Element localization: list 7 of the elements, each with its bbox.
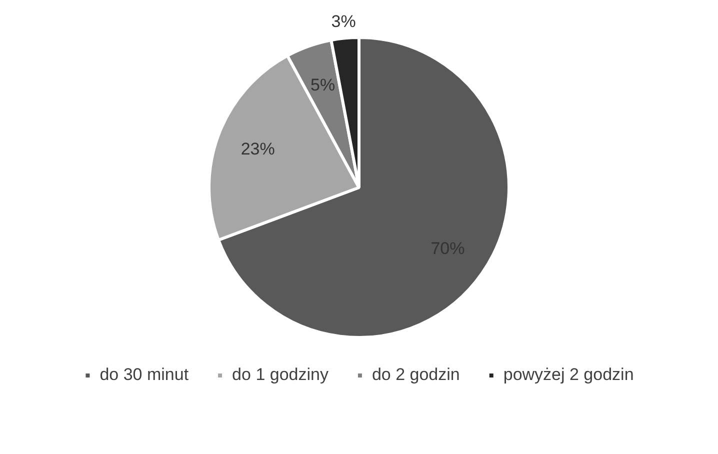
legend-label: do 2 godzin bbox=[372, 365, 460, 384]
legend-label: powyżej 2 godzin bbox=[503, 365, 634, 384]
data-label: 3% bbox=[331, 12, 356, 31]
data-label: 5% bbox=[310, 75, 336, 94]
legend-label: do 1 godziny bbox=[232, 365, 329, 384]
legend-label: do 30 minut bbox=[100, 365, 189, 384]
data-label: 23% bbox=[240, 139, 275, 158]
